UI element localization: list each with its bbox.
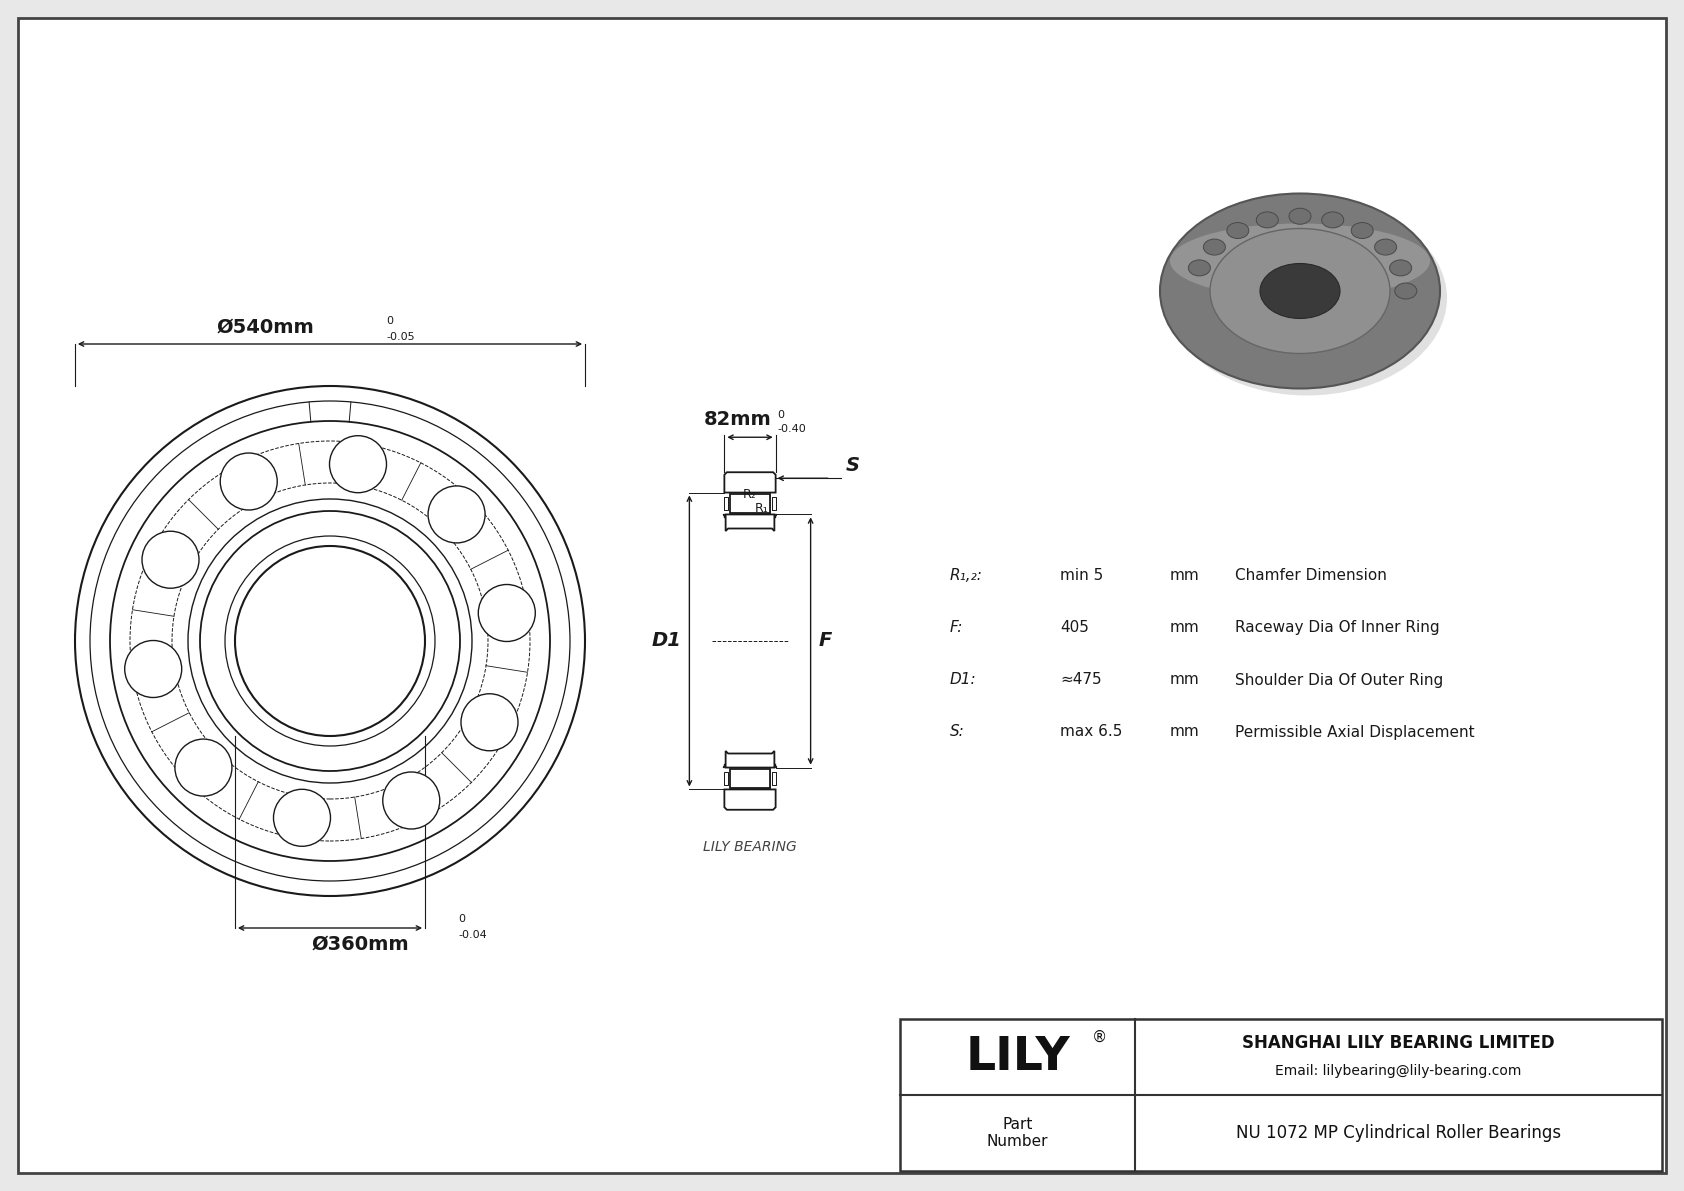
Circle shape — [461, 694, 519, 750]
Ellipse shape — [1374, 239, 1396, 255]
Text: mm: mm — [1170, 673, 1199, 687]
Ellipse shape — [1211, 229, 1389, 354]
Text: LILY BEARING: LILY BEARING — [704, 840, 797, 854]
Text: min 5: min 5 — [1059, 568, 1103, 584]
Polygon shape — [722, 515, 726, 518]
Circle shape — [273, 790, 330, 847]
Text: mm: mm — [1170, 724, 1199, 740]
Text: Permissible Axial Displacement: Permissible Axial Displacement — [1234, 724, 1475, 740]
Polygon shape — [773, 498, 776, 510]
Ellipse shape — [1256, 212, 1278, 227]
Text: max 6.5: max 6.5 — [1059, 724, 1122, 740]
Text: 0: 0 — [386, 316, 392, 326]
Text: 82mm: 82mm — [704, 410, 771, 429]
Ellipse shape — [1260, 263, 1340, 318]
Ellipse shape — [1394, 283, 1416, 299]
Text: Part
Number: Part Number — [987, 1117, 1047, 1149]
Circle shape — [382, 772, 440, 829]
Text: 405: 405 — [1059, 621, 1090, 636]
Text: LILY: LILY — [965, 1035, 1069, 1079]
Text: NU 1072 MP Cylindrical Roller Bearings: NU 1072 MP Cylindrical Roller Bearings — [1236, 1124, 1561, 1142]
Polygon shape — [724, 498, 727, 510]
Text: F: F — [818, 631, 832, 650]
Polygon shape — [775, 515, 776, 518]
Polygon shape — [729, 768, 770, 788]
Text: S:: S: — [950, 724, 965, 740]
Text: mm: mm — [1170, 568, 1199, 584]
Text: D1:: D1: — [950, 673, 977, 687]
Text: Shoulder Dia Of Outer Ring: Shoulder Dia Of Outer Ring — [1234, 673, 1443, 687]
Polygon shape — [729, 493, 770, 513]
Text: S: S — [845, 456, 859, 475]
Polygon shape — [726, 752, 775, 767]
Ellipse shape — [1170, 224, 1430, 299]
Text: R₂: R₂ — [743, 488, 756, 500]
Ellipse shape — [1389, 260, 1411, 276]
Circle shape — [221, 453, 278, 510]
Ellipse shape — [1167, 200, 1447, 395]
Text: 0: 0 — [458, 913, 465, 924]
Text: R₁: R₁ — [754, 501, 768, 515]
Text: Raceway Dia Of Inner Ring: Raceway Dia Of Inner Ring — [1234, 621, 1440, 636]
Circle shape — [428, 486, 485, 543]
Circle shape — [330, 436, 387, 493]
Text: Chamfer Dimension: Chamfer Dimension — [1234, 568, 1388, 584]
Text: Ø540mm: Ø540mm — [216, 318, 313, 337]
Polygon shape — [724, 473, 776, 493]
Ellipse shape — [1351, 223, 1372, 238]
Ellipse shape — [1204, 239, 1226, 255]
Text: D1: D1 — [652, 631, 682, 650]
Polygon shape — [722, 765, 726, 767]
Text: -0.40: -0.40 — [778, 424, 807, 435]
Text: ≈475: ≈475 — [1059, 673, 1101, 687]
Text: R₁,₂:: R₁,₂: — [950, 568, 983, 584]
Polygon shape — [724, 773, 727, 785]
Circle shape — [125, 641, 182, 698]
Text: F:: F: — [950, 621, 963, 636]
Circle shape — [478, 585, 536, 642]
Polygon shape — [773, 773, 776, 785]
Text: mm: mm — [1170, 621, 1199, 636]
Text: Email: lilybearing@lily-bearing.com: Email: lilybearing@lily-bearing.com — [1275, 1064, 1522, 1078]
Circle shape — [141, 531, 199, 588]
Text: 0: 0 — [778, 410, 785, 420]
Ellipse shape — [1160, 193, 1440, 388]
Text: -0.05: -0.05 — [386, 332, 414, 342]
Polygon shape — [724, 790, 776, 810]
Polygon shape — [726, 515, 775, 531]
Text: SHANGHAI LILY BEARING LIMITED: SHANGHAI LILY BEARING LIMITED — [1243, 1034, 1554, 1052]
Text: Ø360mm: Ø360mm — [312, 935, 409, 954]
Text: -0.04: -0.04 — [458, 930, 487, 940]
Circle shape — [175, 740, 232, 796]
Ellipse shape — [1322, 212, 1344, 227]
Polygon shape — [775, 765, 776, 767]
Text: ®: ® — [1091, 1029, 1106, 1045]
Ellipse shape — [1189, 260, 1211, 276]
Ellipse shape — [1228, 223, 1250, 238]
Bar — [899, 1019, 1662, 1171]
Ellipse shape — [1288, 208, 1312, 224]
